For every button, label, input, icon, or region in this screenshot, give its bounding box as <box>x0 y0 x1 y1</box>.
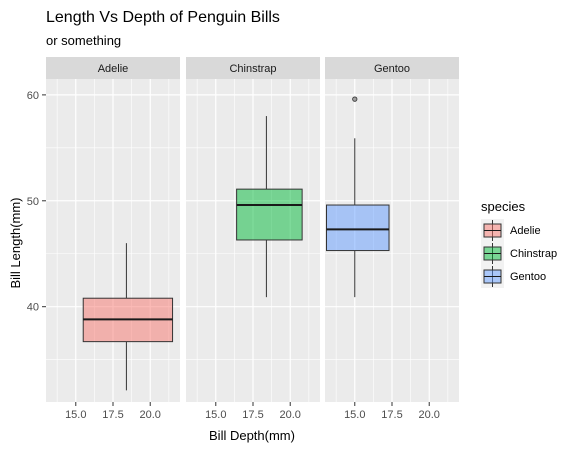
facet-strip <box>186 57 320 79</box>
x-tick-label: 15.0 <box>65 409 86 421</box>
x-tick-label: 17.5 <box>242 409 263 421</box>
legend-label: Gentoo <box>510 271 546 283</box>
facet-panel-adelie: Adelie 15.0 17.5 20.0 <box>46 57 180 421</box>
legend: species Adelie Chinstrap Gentoo <box>481 199 557 288</box>
x-tick-label: 20.0 <box>140 409 161 421</box>
x-tick-label: 20.0 <box>280 409 301 421</box>
boxplot-adelie <box>82 243 174 391</box>
chart-title: Length Vs Depth of Penguin Bills <box>46 9 280 26</box>
x-tick-label: 20.0 <box>419 409 440 421</box>
x-axis-title: Bill Depth(mm) <box>209 428 295 443</box>
y-tick-label: 40 <box>27 302 39 314</box>
boxplot-box <box>236 188 303 241</box>
chart-subtitle: or something <box>46 33 121 48</box>
facet-strip <box>46 57 180 79</box>
legend-item-gentoo: Gentoo <box>481 265 546 288</box>
facet-panel-gentoo: Gentoo 15.0 17.5 20.0 <box>325 57 459 421</box>
facet-strip-label: Gentoo <box>374 63 410 75</box>
legend-item-chinstrap: Chinstrap <box>481 242 557 265</box>
x-tick-label: 15.0 <box>205 409 226 421</box>
y-axis-title: Bill Length(mm) <box>8 197 23 288</box>
legend-label: Adelie <box>510 225 541 237</box>
facet-strip-label: Chinstrap <box>229 63 276 75</box>
facet-strip-label: Adelie <box>98 63 129 75</box>
y-axis: 40 50 60 <box>27 90 46 314</box>
facet-panel-chinstrap: Chinstrap 15.0 17.5 20.0 <box>186 57 320 421</box>
legend-item-adelie: Adelie <box>481 219 541 242</box>
boxplot-outlier-point <box>352 96 358 102</box>
boxplot-box <box>325 204 390 252</box>
y-tick-label: 50 <box>27 196 39 208</box>
x-tick-label: 17.5 <box>102 409 123 421</box>
legend-label: Chinstrap <box>510 248 557 260</box>
facet-strip <box>325 57 459 79</box>
boxplot-gentoo <box>325 96 390 298</box>
x-tick-label: 15.0 <box>344 409 365 421</box>
boxplot-chinstrap <box>236 116 303 298</box>
x-tick-label: 17.5 <box>381 409 402 421</box>
legend-title: species <box>481 199 526 214</box>
y-tick-label: 60 <box>27 90 39 102</box>
